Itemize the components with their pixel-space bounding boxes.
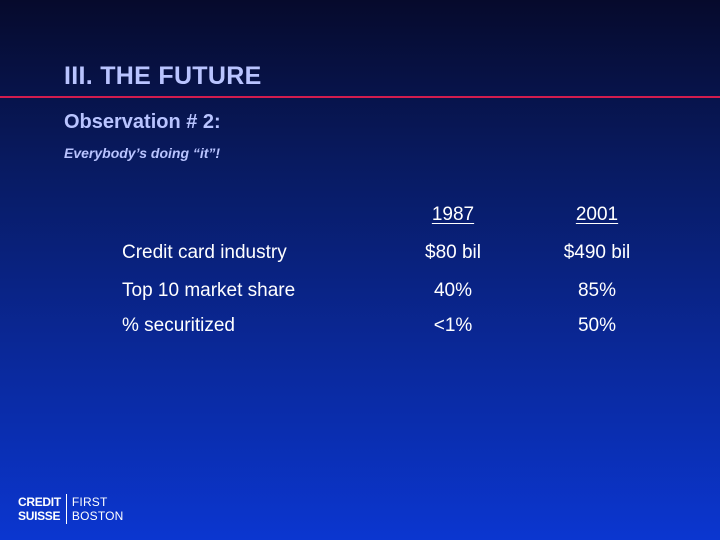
cell-credit-card-1987: $80 bil [425, 242, 481, 263]
cell-securitized-1987: <1% [433, 315, 473, 336]
logo-text-boston: BOSTON [71, 509, 124, 523]
slide-subtitle: Observation # 2: [64, 111, 221, 133]
cell-securitized-2001: 50% [577, 315, 617, 336]
slide-caption: Everybody’s doing “it”! [64, 145, 221, 161]
logo-divider [65, 494, 67, 524]
row-label-securitized: % securitized [122, 315, 235, 336]
logo-right-block: FIRST BOSTON [72, 494, 124, 524]
title-divider [0, 96, 720, 98]
slide-title: III. THE FUTURE [64, 62, 262, 90]
logo-text-suisse: SUISSE [18, 509, 61, 523]
credit-suisse-first-boston-logo: CREDIT SUISSE FIRST BOSTON [18, 494, 124, 524]
row-label-top-10-market-share: Top 10 market share [122, 280, 296, 301]
logo-left-block: CREDIT SUISSE [18, 494, 61, 524]
row-label-credit-card-industry: Credit card industry [122, 242, 287, 263]
column-header-1987: 1987 [431, 204, 475, 225]
cell-credit-card-2001: $490 bil [563, 242, 631, 263]
column-header-2001: 2001 [575, 204, 619, 225]
cell-market-share-1987: 40% [433, 280, 473, 301]
cell-market-share-2001: 85% [577, 280, 617, 301]
logo-text-credit: CREDIT [18, 495, 61, 509]
logo-text-first: FIRST [71, 495, 108, 509]
